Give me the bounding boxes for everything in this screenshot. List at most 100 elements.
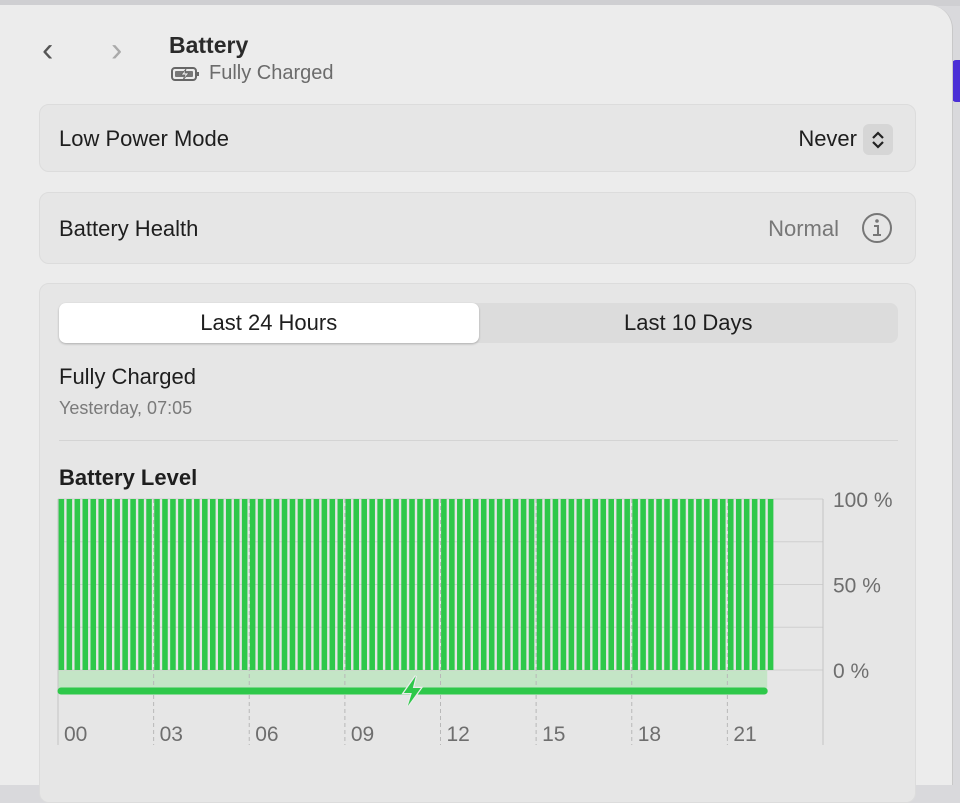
battery-bar	[472, 499, 479, 670]
battery-bar	[114, 499, 120, 670]
battery-bar	[321, 499, 328, 670]
battery-bar	[241, 499, 248, 670]
battery-bar	[664, 499, 670, 670]
header-status-text: Fully Charged	[209, 62, 334, 84]
battery-bar	[233, 499, 240, 670]
battery-bar	[289, 499, 296, 670]
battery-bar	[696, 499, 702, 670]
battery-bar	[536, 499, 543, 670]
battery-bar	[759, 499, 766, 670]
low-power-mode-value[interactable]: Never	[798, 126, 857, 151]
settings-window: ‹ › Battery Fully Charged Low Power Mode…	[0, 5, 953, 803]
tab-last-24-hours[interactable]: Last 24 Hours	[59, 303, 479, 343]
battery-bar	[735, 499, 742, 670]
battery-bar	[393, 499, 399, 670]
battery-bar	[720, 499, 726, 670]
battery-bar	[504, 499, 511, 670]
low-power-mode-popup[interactable]	[863, 124, 893, 155]
battery-bar	[560, 499, 567, 670]
battery-bar	[457, 499, 463, 670]
battery-bar	[82, 499, 89, 670]
battery-bar	[178, 499, 184, 670]
battery-bar	[305, 499, 312, 670]
y-tick-label: 100 %	[833, 489, 893, 512]
battery-bar	[520, 499, 527, 670]
battery-bar	[106, 499, 112, 670]
battery-bar	[704, 499, 710, 670]
battery-bar	[751, 499, 758, 670]
battery-health-row: Battery Health Normal	[39, 192, 916, 264]
x-tick-label: 18	[638, 723, 661, 746]
page-title: Battery	[169, 32, 249, 58]
battery-bar	[576, 499, 583, 670]
x-tick-label: 21	[733, 723, 756, 746]
y-tick-label: 0 %	[833, 660, 869, 683]
battery-bar	[417, 499, 423, 670]
battery-bar	[441, 499, 447, 670]
battery-bar	[369, 499, 375, 670]
battery-bar	[648, 499, 654, 670]
chevron-left-icon[interactable]: ‹	[42, 31, 54, 69]
charge-status-title: Fully Charged	[59, 364, 196, 389]
tab-last-10-days[interactable]: Last 10 Days	[624, 310, 753, 335]
battery-bar	[265, 499, 272, 670]
battery-bar	[249, 499, 256, 670]
time-range-segmented-control: Last 24 Hours Last 10 Days	[59, 303, 898, 343]
info-circle-icon[interactable]	[861, 212, 893, 244]
x-tick-label: 03	[160, 723, 183, 746]
battery-bar	[257, 499, 264, 670]
battery-bar	[632, 499, 638, 670]
battery-bar	[496, 499, 503, 670]
battery-bar	[186, 499, 192, 670]
y-tick-label: 50 %	[833, 575, 881, 598]
battery-bar	[170, 499, 176, 670]
battery-bar	[202, 499, 208, 670]
battery-bar	[210, 499, 216, 670]
battery-bar	[743, 499, 750, 670]
battery-health-value: Normal	[768, 216, 839, 241]
battery-bar	[225, 499, 232, 670]
battery-charging-icon	[171, 66, 199, 81]
background-window-edge	[952, 60, 960, 102]
battery-bar	[712, 499, 718, 670]
battery-bar	[401, 499, 407, 670]
battery-bar	[313, 499, 320, 670]
low-power-mode-label: Low Power Mode	[59, 126, 229, 151]
chevron-up-down-icon	[872, 130, 884, 149]
battery-bar	[449, 499, 455, 670]
battery-bar	[146, 499, 152, 670]
charging-bolt-icon	[401, 675, 424, 707]
battery-bar	[767, 499, 774, 670]
x-tick-label: 15	[542, 723, 565, 746]
battery-level-chart: 100 % 50 % 0 % 00 03 06 09 12 15 18 21	[57, 489, 893, 746]
battery-bar	[337, 499, 344, 670]
battery-bar	[154, 499, 160, 670]
battery-bar	[122, 499, 128, 670]
battery-bar	[281, 499, 288, 670]
battery-bar	[672, 499, 678, 670]
battery-bar	[74, 499, 81, 670]
divider	[59, 440, 898, 441]
battery-bar	[544, 499, 551, 670]
battery-bar	[656, 499, 662, 670]
battery-bar	[568, 499, 575, 670]
battery-bar	[688, 499, 694, 670]
battery-bar	[90, 499, 97, 670]
x-tick-label: 12	[447, 723, 470, 746]
battery-bar	[624, 499, 630, 670]
battery-bar	[727, 499, 734, 670]
battery-health-label: Battery Health	[59, 216, 199, 241]
battery-bar	[433, 499, 439, 670]
battery-bar	[353, 499, 360, 670]
x-tick-label: 06	[255, 723, 278, 746]
battery-bar	[409, 499, 415, 670]
x-tick-label: 09	[351, 723, 374, 746]
battery-bar	[425, 499, 431, 670]
battery-bar	[66, 499, 73, 670]
battery-bar	[592, 499, 599, 670]
battery-bar	[528, 499, 535, 670]
low-power-mode-row: Low Power Mode Never	[39, 104, 916, 172]
battery-bar	[584, 499, 591, 670]
chevron-right-icon[interactable]: ›	[111, 31, 123, 69]
battery-bar	[345, 499, 352, 670]
